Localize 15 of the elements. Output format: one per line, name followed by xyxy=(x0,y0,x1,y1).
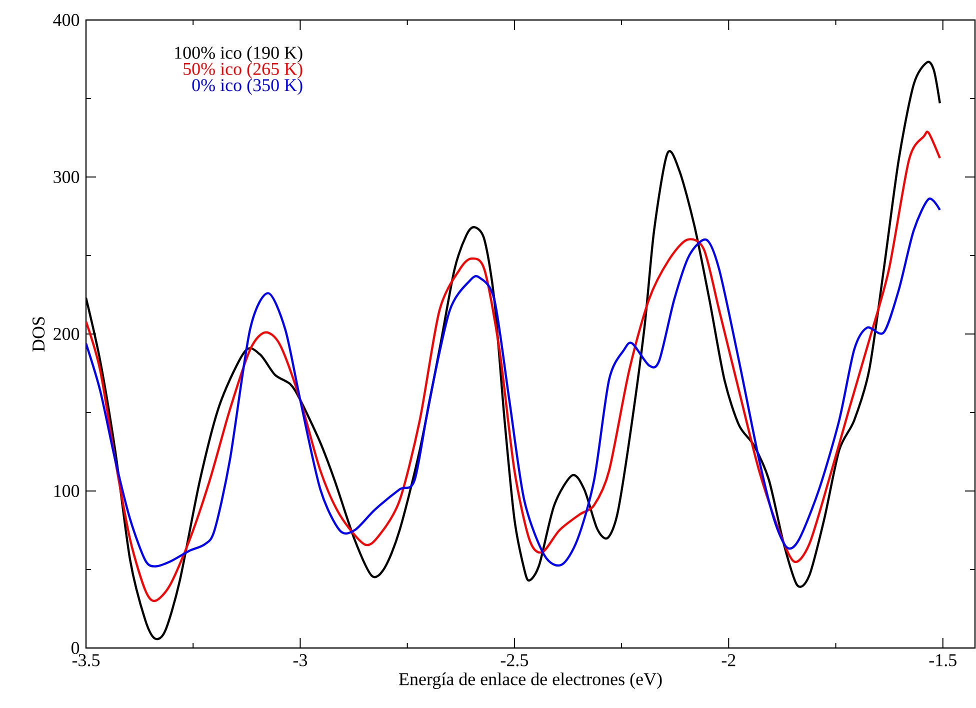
text: 0% ico (350 K) xyxy=(192,78,302,95)
x-tick-label: -2.5 xyxy=(500,654,528,666)
y-tick-label: 100 xyxy=(54,484,80,498)
y-tick-label: 200 xyxy=(54,328,80,340)
x-tick-label: -1.5 xyxy=(929,654,956,666)
x-tick-label: -3 xyxy=(293,654,308,666)
y-tick-label: 0 xyxy=(72,642,80,654)
y-tick-label: 300 xyxy=(54,170,80,184)
x-tick-label: -3.5 xyxy=(72,654,100,666)
text: 50% ico (265 K) xyxy=(184,62,302,79)
y-axis-title: DOS xyxy=(32,317,45,352)
legend-label: 100% ico (190 K) xyxy=(175,46,302,62)
y-tick-label: 400 xyxy=(53,14,80,26)
x-axis-title: Energía de enlace de electrones (eV) xyxy=(399,672,662,689)
x-tick-label: -2 xyxy=(722,654,736,666)
